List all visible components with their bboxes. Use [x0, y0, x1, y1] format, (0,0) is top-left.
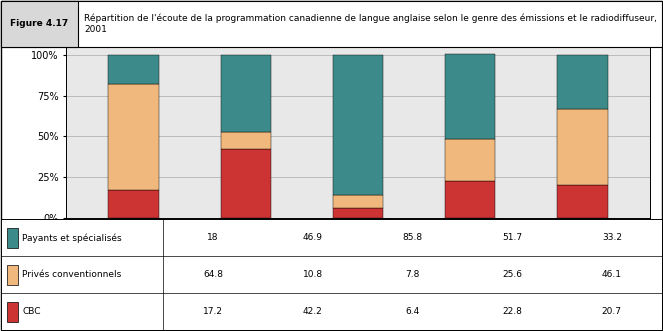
Text: 25.6: 25.6: [502, 270, 522, 279]
Text: 42.2: 42.2: [303, 307, 323, 316]
Text: 22.8: 22.8: [502, 307, 522, 316]
Bar: [445, 54, 495, 139]
Bar: [557, 184, 608, 218]
Bar: [333, 55, 383, 195]
Bar: [333, 195, 383, 208]
FancyBboxPatch shape: [563, 218, 613, 227]
Bar: [7, 302, 19, 322]
Text: Privés conventionnels: Privés conventionnels: [23, 270, 122, 279]
Text: 51.7: 51.7: [502, 233, 522, 242]
Text: CBC: CBC: [23, 307, 41, 316]
Bar: [108, 190, 159, 218]
Text: Répartition de l'écoute de la programmation canadienne de langue anglaise selon : Répartition de l'écoute de la programmat…: [84, 14, 657, 34]
Bar: [7, 228, 19, 248]
Text: 17.2: 17.2: [203, 307, 223, 316]
Text: 20.7: 20.7: [602, 307, 622, 316]
Bar: [445, 139, 495, 181]
Bar: [333, 208, 383, 218]
Text: 33.2: 33.2: [602, 233, 622, 242]
Text: 85.8: 85.8: [402, 233, 422, 242]
FancyBboxPatch shape: [451, 218, 501, 227]
Bar: [7, 265, 19, 285]
Bar: [445, 181, 495, 218]
Text: 46.9: 46.9: [303, 233, 323, 242]
Text: 64.8: 64.8: [203, 270, 223, 279]
FancyBboxPatch shape: [114, 218, 164, 227]
Text: 10.8: 10.8: [302, 270, 323, 279]
Text: Payants et spécialisés: Payants et spécialisés: [23, 233, 122, 243]
Bar: [557, 55, 608, 109]
FancyBboxPatch shape: [338, 218, 389, 227]
Bar: [108, 55, 159, 84]
Text: 46.1: 46.1: [602, 270, 622, 279]
Bar: [221, 132, 271, 149]
Text: Figure 4.17: Figure 4.17: [11, 19, 68, 28]
Bar: [557, 109, 608, 184]
Text: 7.8: 7.8: [405, 270, 420, 279]
Bar: [221, 149, 271, 218]
Bar: [221, 55, 271, 132]
Text: 18: 18: [208, 233, 219, 242]
Bar: [108, 84, 159, 190]
FancyBboxPatch shape: [226, 218, 276, 227]
Text: 6.4: 6.4: [405, 307, 420, 316]
